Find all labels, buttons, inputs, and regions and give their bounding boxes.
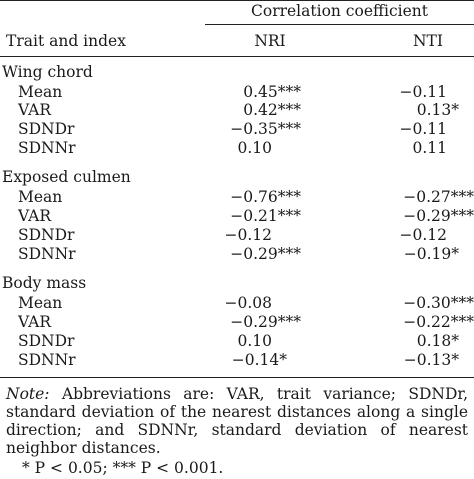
row-nri: −0.29*** [230,245,301,263]
row-nti: −0.29*** [403,207,474,225]
section-title: Body mass [2,274,87,292]
row-nri: −0.08 [224,294,273,312]
row-index: SDNDr [18,120,75,138]
row-nti: 0.11 [412,139,447,157]
row-nri: 0.10 [237,332,272,350]
table-top-rule [0,0,474,1]
row-index: SDNDr [18,332,75,350]
section-title: Exposed culmen [2,168,131,186]
row-nti: −0.11 [399,83,448,101]
header-trait-and-index: Trait and index [6,32,126,50]
row-nri: −0.35*** [230,120,301,138]
header-group-rule [205,24,474,25]
row-index: SDNDr [18,226,75,244]
row-index: Mean [18,83,63,101]
significance-note: * P < 0.05; *** P < 0.001. [22,459,224,477]
row-nti: −0.12 [399,226,448,244]
row-index: VAR [18,313,52,331]
row-nri: 0.45*** [243,83,301,101]
row-nti: 0.13* [416,101,459,119]
row-index: VAR [18,101,52,119]
header-nri: NRI [254,32,286,50]
row-nti: −0.30*** [403,294,474,312]
row-nri: 0.10 [237,139,272,157]
row-index: VAR [18,207,52,225]
row-nti: −0.11 [399,120,448,138]
table-bottom-rule [0,377,474,378]
row-index: Mean [18,294,63,312]
row-index: SDNNr [18,351,76,369]
row-nri: 0.42*** [243,101,301,119]
row-nri: −0.14* [231,351,287,369]
row-index: SDNNr [18,139,76,157]
row-nti: −0.27*** [403,188,474,206]
header-group-label: Correlation coefficient [251,2,428,20]
row-nti: −0.19* [403,245,459,263]
row-nri: −0.76*** [230,188,301,206]
row-nri: −0.29*** [230,313,301,331]
section-title: Wing chord [2,63,93,81]
note-label: Note: [6,385,50,403]
header-bottom-rule [0,56,474,57]
row-nri: −0.21*** [230,207,301,225]
row-nri: −0.12 [224,226,273,244]
row-nti: −0.13* [403,351,459,369]
note-text: Abbreviations are: VAR, trait variance; … [6,385,468,457]
row-nti: 0.18* [416,332,459,350]
row-index: SDNNr [18,245,76,263]
row-index: Mean [18,188,63,206]
row-nti: −0.22*** [403,313,474,331]
header-nti: NTI [412,32,444,50]
table-note: Note: Abbreviations are: VAR, trait vari… [6,385,468,457]
